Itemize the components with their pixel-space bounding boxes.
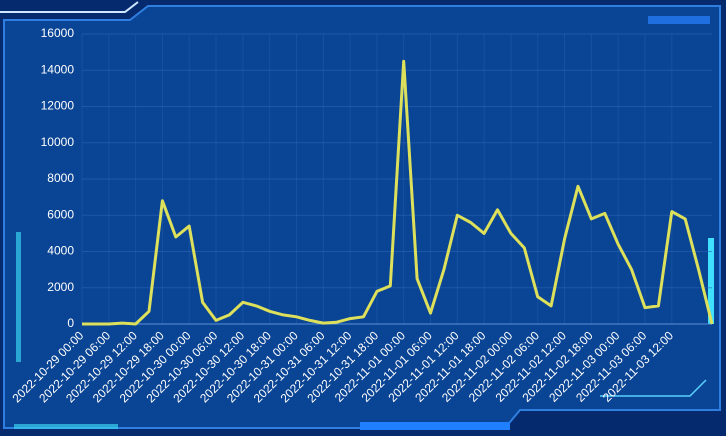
corner-deco (0, 1, 139, 13)
deco-side (16, 232, 21, 362)
data-line (82, 59, 714, 326)
y-tick-label: 2000 (47, 280, 74, 294)
y-tick-label: 0 (67, 316, 74, 330)
corner-deco (600, 379, 707, 397)
panel (3, 5, 721, 429)
y-tick-label: 6000 (47, 207, 74, 221)
deco-bar (648, 16, 710, 24)
y-tick-label: 14000 (41, 62, 75, 76)
y-tick-label: 8000 (47, 171, 74, 185)
y-tick-label: 4000 (47, 244, 74, 258)
y-tick-label: 16000 (41, 26, 75, 40)
deco-bottom (14, 424, 118, 429)
y-tick-label: 10000 (41, 135, 75, 149)
deco-side (708, 238, 714, 324)
y-tick-label: 12000 (41, 99, 75, 113)
deco-bottom (360, 422, 510, 430)
